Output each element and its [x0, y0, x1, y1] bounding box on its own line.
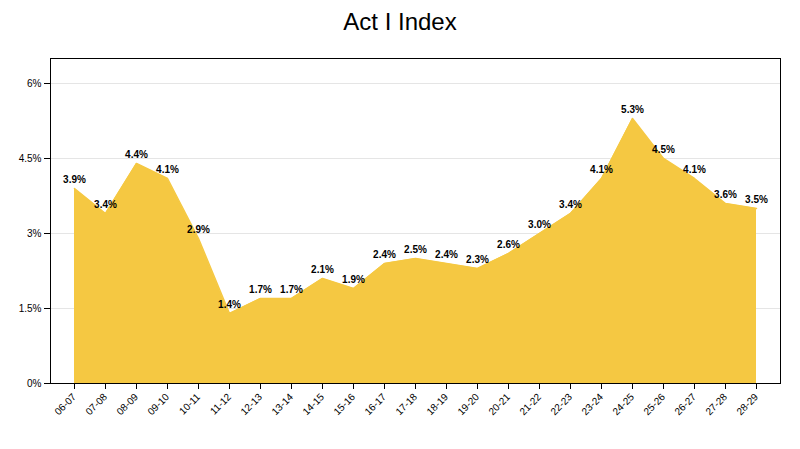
svg-text:07-08: 07-08 [83, 391, 109, 417]
svg-text:4.4%: 4.4% [125, 149, 148, 160]
svg-text:17-18: 17-18 [393, 391, 419, 417]
svg-text:08-09: 08-09 [114, 391, 140, 417]
svg-text:5.3%: 5.3% [621, 104, 644, 115]
svg-text:28-29: 28-29 [734, 391, 760, 417]
svg-text:4.5%: 4.5% [652, 144, 675, 155]
svg-text:3.4%: 3.4% [94, 199, 117, 210]
svg-text:15-16: 15-16 [331, 391, 357, 417]
svg-text:3.5%: 3.5% [745, 194, 768, 205]
svg-text:3.4%: 3.4% [559, 199, 582, 210]
html-text:Act I Index: Act I Index [343, 8, 457, 35]
svg-text:2.3%: 2.3% [466, 254, 489, 265]
svg-text:4.1%: 4.1% [156, 164, 179, 175]
svg-text:4.1%: 4.1% [683, 164, 706, 175]
svg-text:1.7%: 1.7% [249, 284, 272, 295]
svg-text:06-07: 06-07 [52, 391, 78, 417]
svg-text:4.1%: 4.1% [590, 164, 613, 175]
svg-text:3.6%: 3.6% [714, 189, 737, 200]
svg-text:25-26: 25-26 [641, 391, 667, 417]
svg-text:0%: 0% [27, 378, 42, 389]
svg-text:20-21: 20-21 [486, 391, 512, 417]
svg-text:18-19: 18-19 [424, 391, 450, 417]
svg-text:2.9%: 2.9% [187, 224, 210, 235]
svg-text:16-17: 16-17 [362, 391, 388, 417]
svg-text:11-12: 11-12 [208, 391, 234, 417]
svg-text:1.7%: 1.7% [280, 284, 303, 295]
svg-text:2.5%: 2.5% [404, 244, 427, 255]
svg-text:1.4%: 1.4% [218, 299, 241, 310]
svg-text:14-15: 14-15 [300, 391, 326, 417]
svg-text:13-14: 13-14 [269, 391, 295, 417]
svg-text:3%: 3% [27, 228, 42, 239]
svg-text:3.0%: 3.0% [528, 219, 551, 230]
svg-text:23-24: 23-24 [579, 391, 605, 417]
svg-text:22-23: 22-23 [548, 391, 574, 417]
svg-text:6%: 6% [27, 78, 42, 89]
svg-text:26-27: 26-27 [672, 391, 698, 417]
svg-text:3.9%: 3.9% [63, 174, 86, 185]
svg-text:24-25: 24-25 [610, 391, 636, 417]
svg-text:10-11: 10-11 [177, 391, 203, 417]
svg-text:2.1%: 2.1% [311, 264, 334, 275]
svg-text:19-20: 19-20 [455, 391, 481, 417]
svg-text:2.4%: 2.4% [435, 249, 458, 260]
svg-text:2.6%: 2.6% [497, 239, 520, 250]
svg-text:21-22: 21-22 [517, 391, 543, 417]
svg-text:12-13: 12-13 [238, 391, 264, 417]
svg-text:27-28: 27-28 [703, 391, 729, 417]
svg-text:1.9%: 1.9% [342, 274, 365, 285]
svg-text:4.5%: 4.5% [19, 153, 42, 164]
svg-text:1.5%: 1.5% [19, 303, 42, 314]
svg-text:2.4%: 2.4% [373, 249, 396, 260]
svg-text:09-10: 09-10 [145, 391, 171, 417]
